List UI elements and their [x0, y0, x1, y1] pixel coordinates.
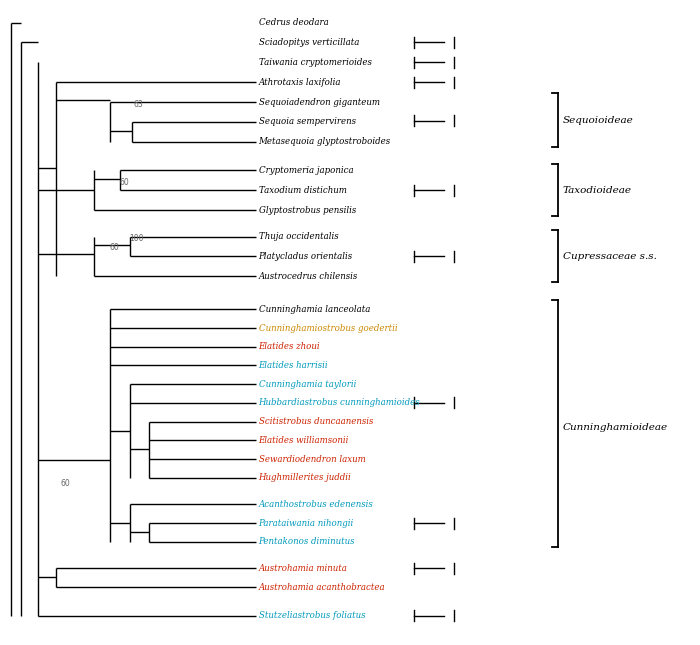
Text: Glyptostrobus pensilis: Glyptostrobus pensilis	[258, 206, 356, 215]
Text: Elatides harrisii: Elatides harrisii	[258, 361, 328, 370]
Text: Stutzeliastrobus foliatus: Stutzeliastrobus foliatus	[258, 611, 365, 620]
Text: Cunninghamiostrobus goedertii: Cunninghamiostrobus goedertii	[258, 324, 397, 333]
Text: Sciadopitys verticillata: Sciadopitys verticillata	[258, 38, 359, 47]
Text: Cupressaceae s.s.: Cupressaceae s.s.	[563, 252, 657, 261]
Text: Acanthostrobus edenensis: Acanthostrobus edenensis	[258, 500, 373, 509]
Text: Sequoioideae: Sequoioideae	[563, 116, 634, 125]
Text: Parataiwania nihongii: Parataiwania nihongii	[258, 519, 354, 528]
Text: Sewardiodendron laxum: Sewardiodendron laxum	[258, 455, 365, 464]
Text: Cunninghamia taylorii: Cunninghamia taylorii	[258, 380, 356, 389]
Text: 100: 100	[130, 234, 144, 243]
Text: Taxodioideae: Taxodioideae	[563, 186, 632, 195]
Text: Austrocedrus chilensis: Austrocedrus chilensis	[258, 272, 358, 281]
Text: Cunninghamia lanceolata: Cunninghamia lanceolata	[258, 305, 370, 313]
Text: Hughmillerites juddii: Hughmillerites juddii	[258, 473, 351, 482]
Text: Platycladus orientalis: Platycladus orientalis	[258, 252, 353, 261]
Text: 60: 60	[60, 479, 70, 488]
Text: Athrotaxis laxifolia: Athrotaxis laxifolia	[258, 77, 341, 86]
Text: 63: 63	[134, 99, 143, 108]
Text: Taiwania cryptomerioides: Taiwania cryptomerioides	[258, 58, 372, 67]
Text: Cunninghamioideae: Cunninghamioideae	[563, 422, 668, 432]
Text: Pentakonos diminutus: Pentakonos diminutus	[258, 537, 355, 546]
Text: Cryptomeria japonica: Cryptomeria japonica	[258, 166, 354, 175]
Text: Elatides williamsonii: Elatides williamsonii	[258, 436, 349, 445]
Text: Hubbardiastrobus cunninghamioides: Hubbardiastrobus cunninghamioides	[258, 399, 420, 408]
Text: Scitistrobus duncaanensis: Scitistrobus duncaanensis	[258, 417, 373, 426]
Text: Thuja occidentalis: Thuja occidentalis	[258, 232, 338, 241]
Text: Cedrus deodara: Cedrus deodara	[258, 18, 328, 27]
Text: Sequoia sempervirens: Sequoia sempervirens	[258, 117, 356, 126]
Text: Austrohamia acanthobractea: Austrohamia acanthobractea	[258, 582, 385, 591]
Text: Sequoiadendron giganteum: Sequoiadendron giganteum	[258, 97, 379, 106]
Text: Austrohamia minuta: Austrohamia minuta	[258, 564, 347, 573]
Text: Elatides zhoui: Elatides zhoui	[258, 342, 320, 352]
Text: Metasequoia glyptostroboides: Metasequoia glyptostroboides	[258, 137, 391, 146]
Text: 60: 60	[110, 243, 120, 252]
Text: Taxodium distichum: Taxodium distichum	[258, 186, 346, 195]
Text: 60: 60	[120, 178, 130, 187]
